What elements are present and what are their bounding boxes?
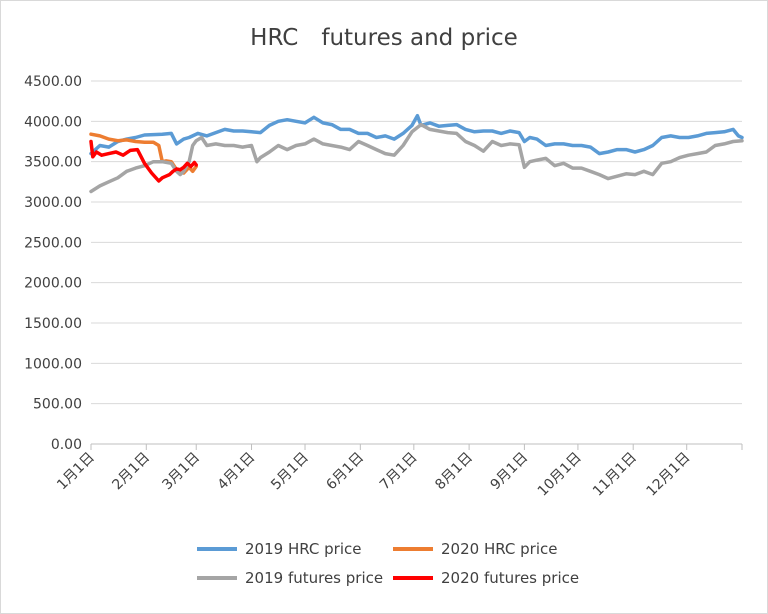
x-tick-label: 8月1日 — [432, 450, 476, 494]
series-lines — [89, 113, 744, 194]
y-tick-label: 3000.00 — [24, 195, 82, 211]
x-tick-label: 11月1日 — [590, 450, 640, 500]
x-tick-label: 6月1日 — [323, 450, 367, 494]
series-line-3 — [89, 139, 198, 183]
x-tick-label: 2月1日 — [109, 450, 153, 494]
y-tick-label: 2000.00 — [24, 276, 82, 292]
y-tick-label: 1500.00 — [24, 316, 82, 332]
x-tick-label: 10月1日 — [535, 450, 585, 500]
y-tick-label: 3500.00 — [24, 155, 82, 171]
x-tick-label: 5月1日 — [268, 450, 312, 494]
gridlines — [91, 80, 742, 405]
x-tick-label: 4月1日 — [215, 450, 259, 494]
chart-title: HRC futures and price — [250, 25, 518, 51]
x-tick-label: 9月1日 — [488, 450, 532, 494]
legend-label-2: 2019 futures price — [245, 569, 383, 587]
x-tick-label: 7月1日 — [377, 450, 421, 494]
legend-label-1: 2020 HRC price — [441, 540, 557, 558]
y-tick-label: 4000.00 — [24, 114, 82, 130]
y-tick-label: 4500.00 — [24, 74, 82, 90]
legend-label-0: 2019 HRC price — [245, 540, 361, 558]
x-tick-label: 12月1日 — [644, 450, 694, 500]
x-tick-label: 1月1日 — [54, 450, 98, 494]
series-line-2 — [89, 122, 744, 194]
legend: 2019 HRC price 2020 HRC price 2019 futures… — [197, 540, 579, 587]
legend-label-3: 2020 futures price — [441, 569, 579, 587]
y-tick-label: 500.00 — [33, 397, 82, 413]
y-tick-label: 1000.00 — [24, 356, 82, 372]
y-tick-label: 2500.00 — [24, 235, 82, 251]
y-tick-label: 0.00 — [51, 437, 82, 453]
x-tick-label: 3月1日 — [159, 450, 203, 494]
